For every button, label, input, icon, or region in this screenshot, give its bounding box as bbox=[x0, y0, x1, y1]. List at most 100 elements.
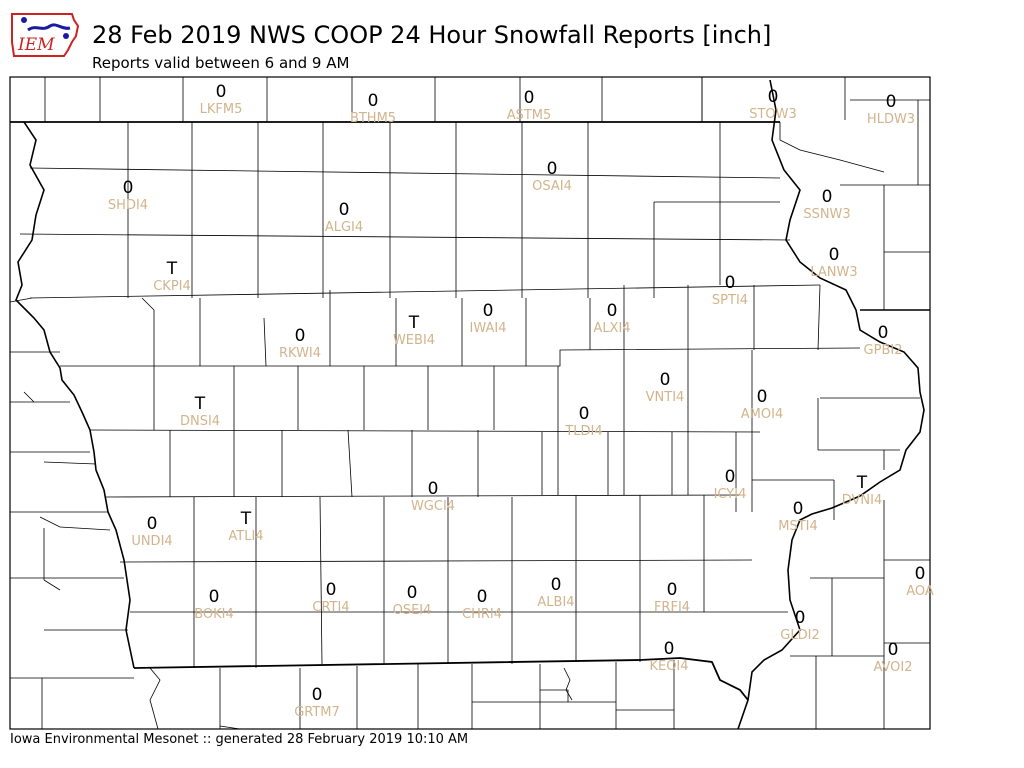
station-id-label: STOW3 bbox=[749, 107, 797, 122]
station-id-label: IWAI4 bbox=[470, 321, 507, 336]
station-id-label: BTHM5 bbox=[350, 111, 396, 126]
station-value: 0 bbox=[886, 92, 897, 112]
station-value: 0 bbox=[339, 200, 350, 220]
station-id-label: SPTI4 bbox=[712, 293, 748, 308]
station-id-label: ALBI4 bbox=[537, 595, 574, 610]
station-id-label: ALGI4 bbox=[325, 220, 363, 235]
station-value: 0 bbox=[793, 499, 804, 519]
station-value: 0 bbox=[312, 685, 323, 705]
station-value: 0 bbox=[822, 187, 833, 207]
station-id-label: CRTI4 bbox=[312, 600, 349, 615]
station-id-label: RKWI4 bbox=[279, 346, 321, 361]
station-value: T bbox=[166, 259, 178, 279]
footer-credit: Iowa Environmental Mesonet :: generated … bbox=[10, 732, 469, 747]
station-id-label: VNTI4 bbox=[646, 390, 685, 405]
map-title: 28 Feb 2019 NWS COOP 24 Hour Snowfall Re… bbox=[92, 21, 772, 49]
station-id-label: SHDI4 bbox=[108, 198, 148, 213]
station-value: 0 bbox=[660, 370, 671, 390]
station-value: 0 bbox=[477, 587, 488, 607]
station-id-label: SSNW3 bbox=[803, 207, 850, 222]
station-id-label: ASTM5 bbox=[507, 108, 552, 123]
logo-text: IEM bbox=[17, 35, 55, 55]
station-value: 0 bbox=[407, 583, 418, 603]
map-frame bbox=[9, 76, 931, 730]
station-id-label: OSAI4 bbox=[532, 179, 572, 194]
station-id-label: BOKI4 bbox=[194, 607, 234, 622]
station-value: 0 bbox=[757, 387, 768, 407]
station-id-label: CHRI4 bbox=[462, 607, 502, 622]
station-value: 0 bbox=[524, 88, 535, 108]
station-id-label: GPBI2 bbox=[864, 343, 903, 358]
station-value: 0 bbox=[795, 608, 806, 628]
station-id-label: ALXI4 bbox=[593, 321, 630, 336]
station-value: 0 bbox=[123, 178, 134, 198]
station-id-label: GRTM7 bbox=[294, 705, 340, 720]
station-value: 0 bbox=[878, 323, 889, 343]
station-id-label: MSTI4 bbox=[778, 519, 818, 534]
station-value: 0 bbox=[216, 82, 227, 102]
station-value: 0 bbox=[483, 301, 494, 321]
station-value: 0 bbox=[725, 273, 736, 293]
station-value: 0 bbox=[551, 575, 562, 595]
station-value: 0 bbox=[295, 326, 306, 346]
iowa-county-grid bbox=[10, 122, 861, 679]
county-boundaries bbox=[10, 77, 930, 729]
station-value: 0 bbox=[209, 587, 220, 607]
station-value: 0 bbox=[607, 301, 618, 321]
southern-counties bbox=[41, 660, 675, 729]
station-id-label: UNDI4 bbox=[131, 534, 172, 549]
station-value: T bbox=[856, 473, 868, 493]
station-value: 0 bbox=[915, 564, 926, 584]
station-value: T bbox=[240, 509, 252, 529]
station-id-label: ATLI4 bbox=[228, 529, 263, 544]
station-value: 0 bbox=[428, 479, 439, 499]
station-value: 0 bbox=[368, 91, 379, 111]
station-id-label: LANW3 bbox=[810, 265, 857, 280]
station-id-label: WEBI4 bbox=[393, 333, 435, 348]
station-id-label: AVOI2 bbox=[873, 660, 912, 675]
station-id-label: WGCI4 bbox=[411, 499, 455, 514]
station-value: T bbox=[408, 313, 420, 333]
station-value: 0 bbox=[579, 404, 590, 424]
station-id-label: HLDW3 bbox=[867, 112, 915, 127]
station-id-label: LKFM5 bbox=[200, 102, 243, 117]
northern-counties bbox=[44, 77, 930, 310]
station-value: 0 bbox=[667, 580, 678, 600]
station-value: 0 bbox=[768, 87, 779, 107]
station-id-label: DNSI4 bbox=[180, 414, 220, 429]
station-id-label: CKPI4 bbox=[153, 279, 191, 294]
